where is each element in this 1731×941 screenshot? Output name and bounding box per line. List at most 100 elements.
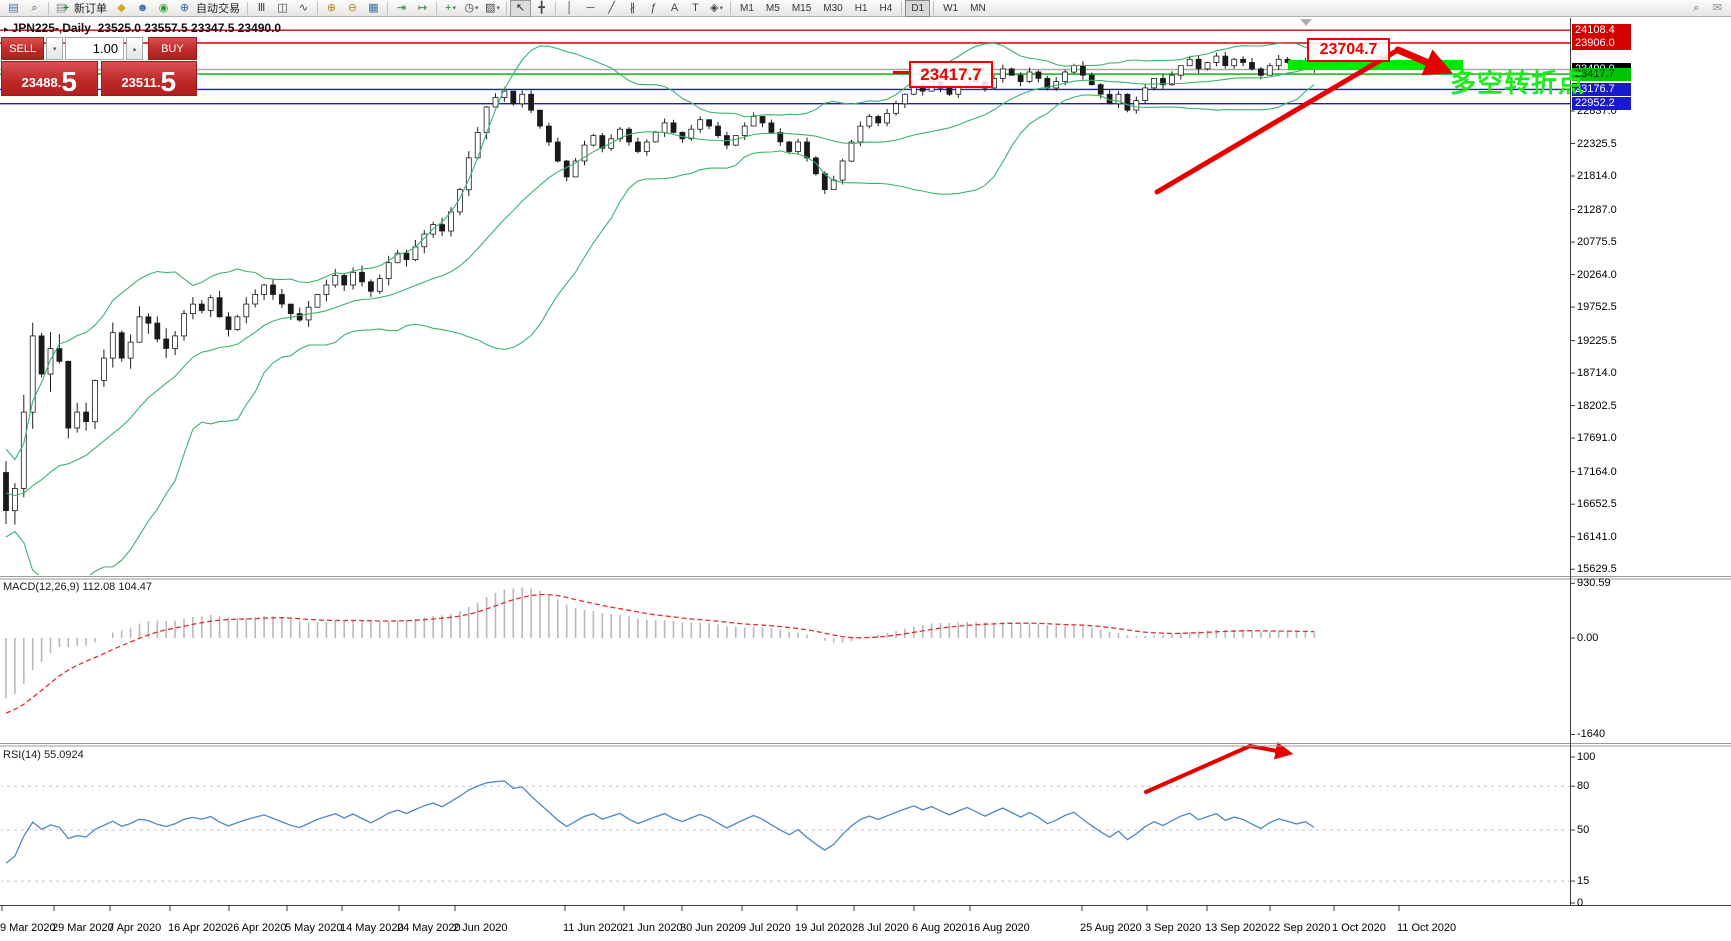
fibonacci-icon[interactable]: ƒ — [650, 1, 657, 14]
line-chart-icon[interactable]: ∿ — [298, 1, 309, 14]
rsi-axis-tick: 15 — [1577, 875, 1590, 888]
price-axis-chip: 24108.4 — [1572, 23, 1631, 37]
price-axis-tick: 17691.0 — [1577, 432, 1617, 445]
price-axis-tick: 22325.5 — [1577, 137, 1617, 150]
rsi-axis-tick: 50 — [1577, 824, 1590, 836]
zoom-in-icon[interactable]: ⊕ — [326, 1, 337, 14]
timeframe-button-M15[interactable]: M15 — [791, 2, 812, 14]
volume-input[interactable]: 1.00 — [65, 37, 125, 60]
macd-indicator-label: MACD(12,26,9) 112.08 104.47 — [3, 581, 152, 593]
volume-increase-button[interactable] — [126, 37, 143, 60]
timeframe-button-H4[interactable]: H4 — [879, 2, 893, 14]
sell-button[interactable]: SELL — [1, 37, 45, 60]
crosshair-icon[interactable]: ╋ — [538, 1, 545, 14]
price-axis-tick: 20775.5 — [1577, 236, 1617, 249]
timeframe-button-MN[interactable]: MN — [970, 2, 986, 14]
time-axis-label: 7 Apr 2020 — [108, 922, 162, 934]
time-axis-label: 28 Jul 2020 — [852, 922, 909, 934]
signals-icon[interactable]: ◉ — [158, 1, 169, 14]
time-axis-label: 3 Sep 2020 — [1145, 922, 1202, 934]
chart-ohlc-values: 23525.0 23557.5 23347.5 23490.0 — [97, 21, 282, 35]
rsi-indicator-label: RSI(14) 55.0924 — [3, 749, 84, 761]
search-icon[interactable]: ⌕ — [1693, 1, 1700, 14]
profiles-icon[interactable]: ☻ — [136, 1, 149, 14]
time-axis-label: 1 Oct 2020 — [1332, 922, 1386, 934]
time-axis-label: 13 Sep 2020 — [1205, 922, 1268, 934]
buy-button[interactable]: BUY — [147, 37, 197, 60]
sell-price-button[interactable]: 23488. 5 — [1, 61, 98, 96]
price-axis-chip: 23417.7 — [1572, 67, 1631, 81]
price-axis-chip: 23906.0 — [1572, 36, 1631, 50]
volume-decrease-button[interactable] — [46, 37, 63, 60]
toolbar-separator — [730, 1, 731, 15]
time-axis-label: 9 Mar 2020 — [0, 922, 56, 934]
history-center-icon[interactable]: ◆ — [117, 1, 126, 14]
auto-scroll-icon[interactable]: ⇥ — [396, 1, 407, 14]
new-order-icon[interactable]: ▤ + — [55, 1, 70, 14]
buy-price-big-digit: 5 — [160, 66, 177, 97]
buy-price-button[interactable]: 23511. 5 — [100, 61, 197, 97]
price-axis-tick: 16652.5 — [1577, 498, 1617, 511]
shapes-icon[interactable]: ◈ — [706, 0, 727, 17]
toolbar-separator — [436, 1, 437, 15]
cursor-icon[interactable]: ↖ — [510, 0, 531, 17]
market-watch-icon[interactable]: ⌕ — [31, 1, 38, 14]
community-icon[interactable]: ✉ — [1712, 1, 1723, 14]
auto-trading-label[interactable]: 自动交易 — [196, 3, 240, 15]
chart-title-marker-icon: ▸ — [4, 24, 9, 34]
toolbar-separator — [387, 1, 388, 15]
timeframe-button-M1[interactable]: M1 — [740, 2, 754, 14]
macd-axis-tick: -1640 — [1577, 728, 1606, 741]
horizontal-line-icon[interactable]: ─ — [586, 1, 595, 14]
chart-title: ▸ JPN225-,Daily 23525.0 23557.5 23347.5 2… — [4, 21, 281, 35]
price-annotation-box-23704[interactable]: 23704.7 — [1307, 38, 1390, 62]
turning-point-text[interactable]: 多空转折点 — [1450, 68, 1586, 98]
zoom-out-icon[interactable]: ⊖ — [347, 1, 358, 14]
price-axis-chip: 22952.2 — [1572, 97, 1631, 111]
toolbar-separator — [48, 1, 49, 15]
price-axis-tick: 18202.5 — [1577, 399, 1617, 412]
auto-trading-icon[interactable]: ⊕ — [179, 1, 190, 14]
timeframe-button-W1[interactable]: W1 — [943, 2, 959, 14]
text-icon[interactable]: A — [670, 1, 679, 14]
channel-icon[interactable]: ∦ — [629, 1, 636, 14]
tile-windows-icon[interactable]: ▦ — [368, 1, 379, 14]
timeframe-button-M5[interactable]: M5 — [765, 2, 780, 14]
sell-price-main: 23488. — [21, 75, 62, 90]
chart-symbol-period: JPN225-,Daily — [11, 21, 91, 35]
candle-chart-icon[interactable]: ◫ — [277, 1, 288, 14]
toolbar-separator — [317, 1, 318, 15]
price-annotation-box-23417[interactable]: 23417.7 — [909, 61, 993, 88]
chart-shift-icon[interactable]: ↦ — [417, 1, 428, 14]
time-axis-label: 5 May 2020 — [285, 922, 343, 934]
price-axis-tick: 17164.0 — [1577, 465, 1617, 478]
time-axis-label: 16 Apr 2020 — [168, 922, 228, 934]
templates-icon[interactable]: ▨ — [482, 0, 503, 17]
new-order-label[interactable]: 新订单 — [74, 3, 107, 15]
rsi-axis-tick: 100 — [1577, 751, 1596, 763]
price-axis-tick: 21287.0 — [1577, 203, 1617, 216]
price-axis-tick: 21814.0 — [1577, 170, 1617, 183]
indicators-icon[interactable]: + — [440, 0, 461, 17]
new-chart-icon[interactable]: ▤ — [8, 1, 19, 14]
time-axis-label: 30 Jun 2020 — [680, 922, 741, 934]
timeframe-button-M30[interactable]: M30 — [823, 2, 843, 14]
timeframe-button-D1[interactable]: D1 — [905, 0, 931, 17]
time-axis-label: 29 Mar 2020 — [52, 922, 114, 934]
vertical-line-icon[interactable]: │ — [566, 1, 573, 14]
toolbar: ▤ ⌕ ▤+ 新订单 ◆ ☻ ◉ ⊕ 自动交易 Ⅲ ◫ ∿ ⊕ ⊖ ▦ ⇥ ↦ +◷▨ ↖ ╋ │ ─ ╱ ∦ ƒAT ◈ M1 M5… — [0, 0, 1731, 17]
timeframe-button-H1[interactable]: H1 — [854, 2, 868, 14]
time-axis-label: 22 Sep 2020 — [1268, 922, 1331, 934]
time-axis-label: 24 May 2020 — [397, 922, 461, 934]
trendline-icon[interactable]: ╱ — [608, 1, 615, 14]
time-axis-label: 11 Oct 2020 — [1397, 922, 1457, 934]
periods-icon[interactable]: ◷ — [461, 0, 482, 17]
toolbar-separator — [901, 1, 903, 15]
level-box-tick — [893, 71, 910, 74]
text-label-icon[interactable]: T — [692, 1, 699, 14]
price-axis-tick: 20264.0 — [1577, 268, 1617, 281]
bar-chart-icon[interactable]: Ⅲ — [257, 1, 266, 14]
toolbar-separator — [555, 1, 556, 15]
